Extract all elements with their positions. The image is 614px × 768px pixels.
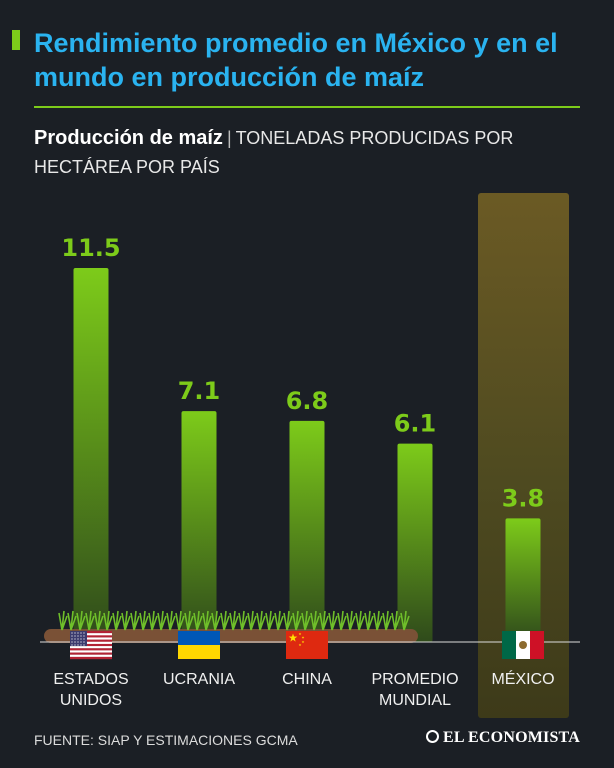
corn-sprout bbox=[85, 610, 95, 631]
corn-sprout bbox=[364, 610, 374, 631]
title-divider bbox=[34, 106, 580, 108]
corn-sprout bbox=[382, 610, 392, 631]
corn-sprout bbox=[184, 610, 194, 631]
corn-sprout bbox=[130, 610, 140, 631]
subtitle-bold: Producción de maíz bbox=[34, 127, 223, 149]
bar-ucrania bbox=[181, 411, 217, 642]
category-label-ucrania: UCRANIA bbox=[162, 671, 235, 688]
value-label-mexico: 3.8 bbox=[502, 484, 545, 512]
corn-sprout bbox=[355, 610, 365, 631]
title-accent-mark bbox=[12, 30, 20, 50]
category-label-promedio-mundial: PROMEDIO MUNDIAL bbox=[371, 671, 459, 709]
corn-sprout bbox=[58, 610, 68, 631]
corn-sprout bbox=[319, 610, 329, 631]
value-label-ucrania: 7.1 bbox=[178, 377, 221, 405]
corn-sprout bbox=[157, 610, 167, 631]
corn-sprout bbox=[247, 610, 257, 631]
corn-sprout bbox=[148, 610, 158, 631]
value-label-china: 6.8 bbox=[286, 387, 329, 415]
corn-sprout bbox=[328, 610, 338, 631]
corn-sprout bbox=[256, 610, 266, 631]
bar-china bbox=[289, 420, 325, 642]
corn-sprout bbox=[94, 610, 104, 631]
subtitle-rest: TONELADAS PRODUCIDAS POR HECTÁREA POR PA… bbox=[34, 128, 514, 177]
corn-sprout bbox=[121, 610, 131, 631]
corn-sprout bbox=[373, 610, 383, 631]
corn-sprout bbox=[112, 610, 122, 631]
category-label-estados-unidos: ESTADOS UNIDOS bbox=[53, 671, 129, 709]
corn-sprout bbox=[211, 610, 221, 631]
corn-sprout bbox=[67, 610, 77, 631]
corn-sprout bbox=[346, 610, 356, 631]
corn-sprout bbox=[283, 610, 293, 631]
corn-sprout bbox=[301, 610, 311, 631]
corn-sprout bbox=[400, 610, 410, 631]
corn-sprout bbox=[265, 610, 275, 631]
page-title: Rendimiento promedio en México y en el m… bbox=[34, 28, 558, 92]
subtitle-separator: | bbox=[226, 128, 232, 148]
category-label-china: CHINA bbox=[282, 671, 332, 688]
corn-sprout bbox=[310, 610, 320, 631]
corn-sprout bbox=[103, 610, 113, 631]
corn-sprout bbox=[391, 610, 401, 631]
corn-sprout bbox=[238, 610, 248, 631]
brand-logo: EL ECONOMISTA bbox=[426, 729, 580, 747]
corn-sprout bbox=[292, 610, 302, 631]
usa-flag-icon bbox=[70, 631, 112, 660]
china-flag-icon bbox=[286, 631, 328, 659]
corn-sprout bbox=[175, 610, 185, 631]
bar-promedio-mundial bbox=[397, 443, 433, 642]
corn-sprout bbox=[202, 610, 212, 631]
value-label-promedio-mundial: 6.1 bbox=[394, 410, 437, 438]
brand-icon bbox=[426, 730, 439, 743]
bar-estados-unidos bbox=[73, 268, 109, 642]
source-note: FUENTE: SIAP Y ESTIMACIONES GCMA bbox=[34, 732, 298, 748]
category-label-mexico: MÉXICO bbox=[491, 671, 555, 688]
bar-mexico bbox=[505, 518, 541, 642]
corn-sprout bbox=[220, 610, 230, 631]
value-label-estados-unidos: 11.5 bbox=[61, 234, 120, 262]
corn-sprout bbox=[139, 610, 149, 631]
brand-text: EL ECONOMISTA bbox=[443, 729, 580, 746]
corn-sprout bbox=[166, 610, 176, 631]
ukraine-flag-icon bbox=[178, 631, 220, 659]
mexico-flag-icon bbox=[502, 631, 544, 659]
corn-sprout bbox=[76, 610, 86, 631]
corn-sprout bbox=[229, 610, 239, 631]
corn-sprout bbox=[337, 610, 347, 631]
corn-sprout bbox=[193, 610, 203, 631]
chart-subtitle: Producción de maíz | TONELADAS PRODUCIDAS … bbox=[34, 124, 594, 182]
corn-sprout bbox=[274, 610, 284, 631]
